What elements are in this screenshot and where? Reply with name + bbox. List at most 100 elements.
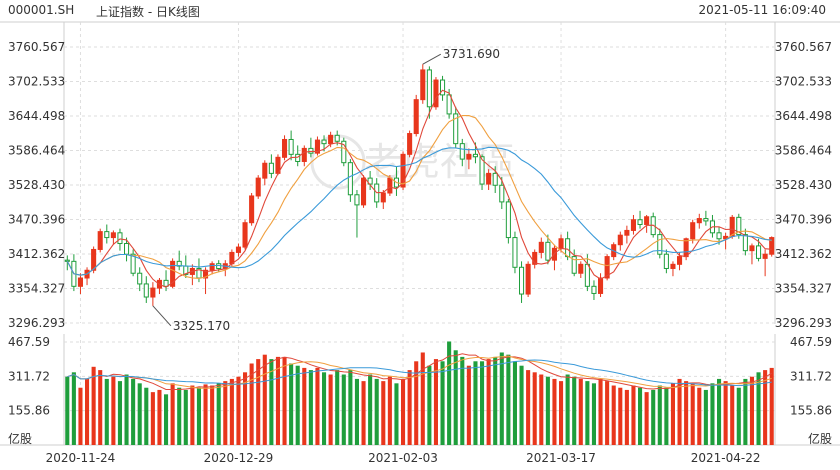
candle-body [163,279,169,287]
volume-bar [183,389,188,445]
volume-bar [578,378,583,445]
price-tick-left: 3644.498 [8,109,65,123]
volume-bar [131,378,136,445]
volume-bar [598,378,603,445]
volume-bar [289,363,294,445]
volume-bar [710,383,715,445]
candle-body [617,234,623,246]
price-tick-left: 3354.327 [8,282,65,296]
price-tick-right: 3470.396 [775,212,832,226]
candle-body [334,134,340,142]
candle-body [578,263,584,274]
candle-body [209,263,215,271]
volume-bar [664,387,669,445]
ma20-line [66,146,772,276]
volume-bar [361,381,366,445]
candle-body [453,113,459,145]
volume-bar [565,374,570,445]
volume-bar [216,383,221,445]
candle-body [301,147,307,162]
candle-body [670,263,676,269]
candle-body [130,253,136,274]
volume-bar [256,359,261,445]
volume-bar [144,387,149,445]
chart-title: 上证指数 - 日K线图 [96,5,200,19]
volume-bar [223,381,228,445]
candle-body [203,269,209,279]
candle-body [426,69,432,108]
candle-body [288,138,294,155]
price-tick-right: 3586.464 [775,144,832,158]
candle-body [387,177,393,194]
candle-body [104,231,110,239]
volume-tick-left: 311.72 [8,369,50,383]
candle-body [492,172,498,186]
candle-body [143,283,149,298]
volume-ma20-line [67,359,772,387]
volume-tick-right: 311.72 [790,369,832,383]
candle-body [242,222,248,248]
volume-bar [414,361,419,445]
timestamp: 2021-05-11 16:09:40 [698,3,826,17]
candle-body [308,147,314,154]
price-tick-right: 3354.327 [775,282,832,296]
candle-body [400,153,406,188]
candle-body [683,238,689,258]
volume-bar [91,366,96,445]
price-tick-left: 3528.430 [8,178,65,192]
candle-body [584,263,590,287]
volume-bar [736,387,741,445]
volume-tick-left: 155.86 [8,404,50,418]
candle-body [328,134,334,145]
candle-body [558,238,564,249]
volume-bar [433,359,438,445]
volume-ma5-line [67,353,772,390]
candle-body [716,232,722,240]
volume-unit-right: 亿股 [808,431,832,446]
candle-body [77,277,83,287]
candle-body [604,256,610,279]
candle-body [512,237,518,268]
stock-code: 000001.SH [8,3,75,17]
volume-bar [763,370,768,445]
volume-bar [651,389,656,445]
candle-body [124,243,130,255]
volume-bar [539,374,544,445]
volume-bar [526,370,531,445]
candle-body [762,253,768,259]
volume-bar [697,387,702,445]
candle-body [630,219,636,231]
volume-bar [269,359,274,445]
candle-body [229,251,235,265]
volume-bar [657,385,662,445]
candle-body [472,153,478,158]
candle-body [380,192,386,203]
ma5-line [66,89,772,288]
candle-body [663,253,669,269]
candle-body [341,140,347,164]
volume-bar [743,378,748,445]
volume-bar [624,389,629,445]
volume-bar [196,387,201,445]
volume-bar [420,352,425,445]
volume-tick-right: 467.59 [790,335,832,349]
price-tick-left: 3296.293 [8,316,65,330]
candle-body [97,231,103,250]
candle-body [347,162,353,196]
volume-bar [322,372,327,445]
volume-bar [519,365,524,445]
candle-body [117,232,123,245]
candle-body [295,153,301,162]
volume-bar [506,354,511,445]
candle-body [532,251,538,265]
volume-bar [315,367,320,445]
volume-bar [262,354,267,445]
volume-bar [493,356,498,445]
volume-bar [282,356,287,445]
volume-bar [65,376,70,445]
candle-body [742,234,748,252]
price-tick-left: 3760.567 [8,40,65,54]
volume-bar [124,374,129,445]
volume-bar [440,361,445,445]
